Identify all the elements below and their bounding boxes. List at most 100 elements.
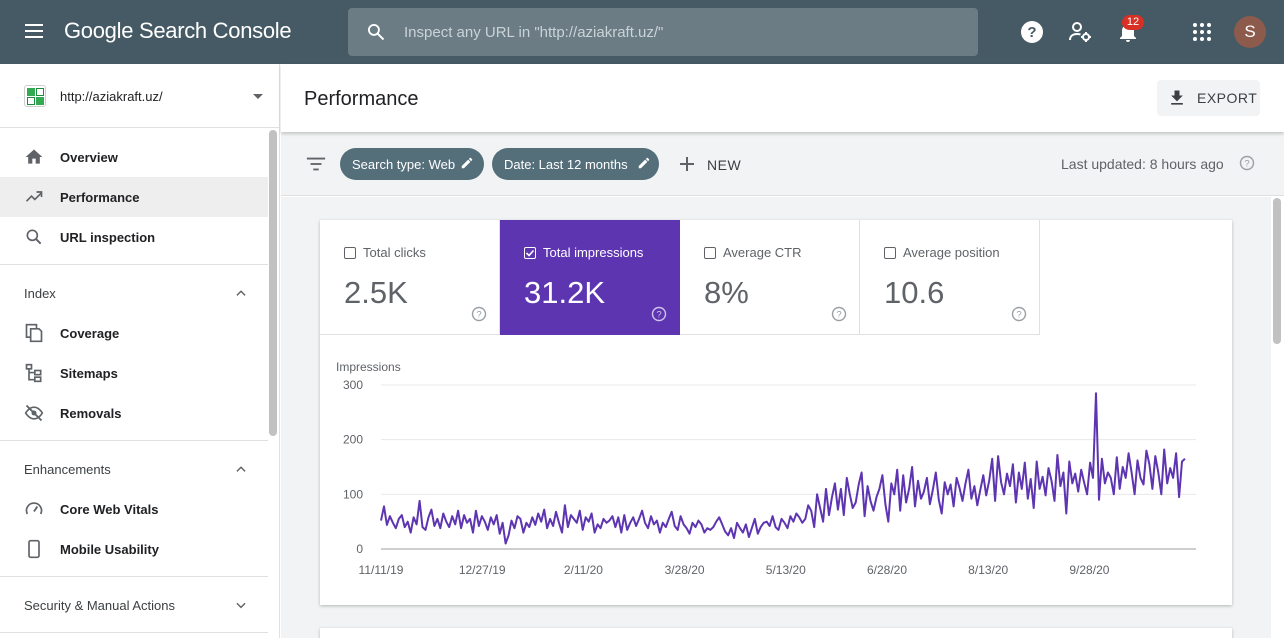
menu-icon[interactable]	[24, 22, 46, 42]
x-tick-label: 5/13/20	[766, 563, 806, 577]
chip-label: Search type: Web	[352, 157, 456, 172]
chevron-down-icon[interactable]	[234, 598, 248, 612]
home-icon	[25, 149, 43, 164]
section-label: Index	[24, 286, 56, 301]
section-enhancements[interactable]: Enhancements	[0, 440, 268, 496]
nav-label: Performance	[60, 190, 140, 205]
nav-label: Coverage	[60, 326, 120, 341]
x-tick-label: 2/11/20	[564, 563, 603, 577]
svg-text:?: ?	[476, 310, 481, 321]
metric-checkbox[interactable]	[704, 247, 716, 259]
edit-pencil-icon[interactable]	[637, 156, 651, 170]
performance-chart-card: Total clicks 2.5K ? Total impressions 31…	[320, 220, 1232, 605]
metric-total-impressions[interactable]: Total impressions 31.2K ?	[500, 220, 680, 335]
svg-text:?: ?	[1027, 24, 1036, 41]
sitemap-icon	[25, 363, 42, 383]
metric-label: Total impressions	[543, 245, 644, 260]
property-selector[interactable]: http://aziakraft.uz/	[0, 64, 280, 128]
section-security-manual-actions[interactable]: Security & Manual Actions	[0, 576, 268, 632]
filter-chip-date[interactable]: Date: Last 12 months	[492, 148, 659, 180]
apps-grid-icon[interactable]	[1190, 20, 1214, 44]
new-label: NEW	[707, 157, 742, 173]
export-label: EXPORT	[1197, 90, 1258, 106]
metric-value: 8%	[704, 275, 749, 310]
nav-item-coverage[interactable]: Coverage	[0, 313, 268, 353]
account-avatar[interactable]: S	[1234, 16, 1266, 48]
nav-item-sitemaps[interactable]: Sitemaps	[0, 353, 268, 393]
nav-item-overview[interactable]: Overview	[0, 137, 268, 177]
nav-item-url-inspection[interactable]: URL inspection	[0, 217, 268, 257]
x-tick-label: 9/28/20	[1069, 563, 1109, 577]
y-axis-label: Impressions	[336, 360, 401, 374]
filter-chip-search-type[interactable]: Search type: Web	[340, 148, 484, 180]
metric-label: Average CTR	[723, 245, 802, 260]
notification-count-badge: 12	[1122, 15, 1144, 30]
nav-label: URL inspection	[60, 230, 156, 245]
metric-average-position[interactable]: Average position 10.6 ?	[860, 220, 1040, 335]
svg-text:?: ?	[1016, 310, 1021, 321]
help-circle-icon[interactable]: ?	[1239, 155, 1255, 171]
svg-text:?: ?	[836, 310, 841, 321]
x-tick-label: 8/13/20	[968, 563, 1008, 577]
new-filter-button[interactable]: NEW	[675, 148, 745, 180]
chip-label: Date: Last 12 months	[504, 157, 628, 172]
url-inspect-search-box[interactable]	[348, 8, 978, 56]
trending-up-icon	[25, 191, 43, 202]
page-title: Performance	[304, 88, 419, 110]
help-circle-icon[interactable]: ?	[651, 306, 667, 322]
last-updated-text: Last updated: 8 hours ago	[1061, 156, 1224, 172]
edit-pencil-icon[interactable]	[460, 156, 474, 170]
y-tick-label: 200	[343, 433, 363, 447]
y-tick-label: 100	[343, 487, 363, 501]
filter-list-icon[interactable]	[305, 154, 327, 174]
chevron-up-icon[interactable]	[234, 286, 248, 300]
metric-value: 31.2K	[524, 275, 606, 310]
export-button[interactable]: EXPORT	[1157, 80, 1260, 116]
nav-label: Removals	[60, 406, 122, 421]
help-circle-icon[interactable]: ?	[471, 306, 487, 322]
chevron-up-icon[interactable]	[234, 462, 248, 476]
checkmark-icon	[525, 249, 535, 257]
nav-label: Mobile Usability	[60, 542, 159, 557]
svg-text:?: ?	[1244, 159, 1249, 170]
nav-item-removals[interactable]: Removals	[0, 393, 268, 433]
top-app-bar: Google Search Console ? 12 S	[0, 0, 1284, 64]
nav-label: Core Web Vitals	[60, 502, 159, 517]
search-icon	[368, 24, 385, 41]
manage-users-icon[interactable]	[1068, 20, 1092, 44]
section-index[interactable]: Index	[0, 264, 268, 320]
metric-checkbox-checked[interactable]	[524, 247, 536, 259]
content-scrollbar[interactable]	[1273, 198, 1281, 344]
metric-value: 2.5K	[344, 275, 408, 310]
dropdown-caret-icon[interactable]	[253, 94, 263, 99]
search-icon	[26, 229, 42, 245]
help-circle-icon[interactable]: ?	[1011, 306, 1027, 322]
x-tick-label: 6/28/20	[867, 563, 907, 577]
metric-checkbox[interactable]	[344, 247, 356, 259]
sidebar-scrollbar[interactable]	[269, 130, 277, 436]
impressions-line-chart: Impressions 0 100 200 300 11/11/19 12/27/19 2…	[336, 360, 1196, 577]
plus-icon	[680, 157, 694, 171]
x-tick-label: 3/28/20	[665, 563, 705, 577]
metric-average-ctr[interactable]: Average CTR 8% ?	[680, 220, 860, 335]
app-title[interactable]: Google Search Console	[64, 18, 292, 43]
metric-label: Average position	[903, 245, 1000, 260]
nav-item-mobile-usability[interactable]: Mobile Usability	[0, 529, 268, 569]
page-header: Performance EXPORT	[281, 64, 1284, 132]
nav-label: Sitemaps	[60, 366, 118, 381]
y-tick-label: 0	[356, 542, 363, 556]
metric-total-clicks[interactable]: Total clicks 2.5K ?	[320, 220, 500, 335]
phone-icon	[28, 539, 40, 559]
property-icon	[24, 85, 46, 107]
help-circle-icon[interactable]: ?	[831, 306, 847, 322]
metric-label: Total clicks	[363, 245, 426, 260]
nav-label: Overview	[60, 150, 118, 165]
metric-checkbox[interactable]	[884, 247, 896, 259]
nav-item-performance[interactable]: Performance	[0, 177, 268, 217]
y-tick-label: 300	[343, 378, 363, 392]
nav-item-core-web-vitals[interactable]: Core Web Vitals	[0, 489, 268, 529]
search-input[interactable]	[404, 8, 964, 56]
speedometer-icon	[25, 502, 43, 515]
help-icon[interactable]: ?	[1020, 20, 1044, 44]
property-url: http://aziakraft.uz/	[60, 89, 163, 104]
